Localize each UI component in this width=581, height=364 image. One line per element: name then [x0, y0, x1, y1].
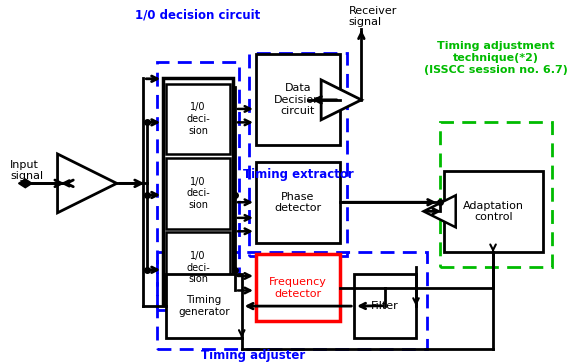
Polygon shape — [58, 154, 117, 213]
Text: Frequency
detector: Frequency detector — [269, 277, 327, 298]
Bar — [354, 274, 416, 338]
Text: Filter: Filter — [371, 301, 399, 311]
Text: Timing
generator: Timing generator — [178, 295, 229, 317]
Text: 1/0 decision circuit: 1/0 decision circuit — [135, 8, 260, 21]
Text: 1/0
deci-
sion: 1/0 deci- sion — [187, 102, 210, 135]
Bar — [256, 162, 340, 243]
Text: Adaptation
control: Adaptation control — [463, 201, 524, 222]
Text: Timing extractor: Timing extractor — [243, 168, 353, 181]
Text: Data
Decision
circuit: Data Decision circuit — [274, 83, 322, 116]
Text: Receiver
signal: Receiver signal — [349, 5, 397, 27]
Bar — [444, 171, 543, 252]
Bar — [256, 55, 340, 145]
Bar — [163, 78, 234, 305]
Text: Phase
detector: Phase detector — [274, 191, 321, 213]
Bar — [157, 62, 239, 310]
Text: 1/0
deci-
sion: 1/0 deci- sion — [187, 177, 210, 210]
Bar — [166, 274, 242, 338]
Text: Timing adjustment
technique(*2)
(ISSCC session no. 6.7): Timing adjustment technique(*2) (ISSCC s… — [424, 41, 568, 75]
Bar — [166, 158, 231, 229]
Bar — [256, 254, 340, 321]
Polygon shape — [424, 195, 456, 227]
Text: Input
signal: Input signal — [10, 160, 43, 182]
Polygon shape — [321, 80, 361, 120]
Bar — [157, 252, 427, 349]
Text: 1/0
deci-
sion: 1/0 deci- sion — [187, 251, 210, 284]
Bar — [440, 122, 552, 267]
Polygon shape — [19, 179, 32, 188]
Bar — [166, 83, 231, 154]
Bar — [166, 232, 231, 303]
Text: Timing adjuster: Timing adjuster — [201, 349, 305, 362]
Bar — [249, 53, 347, 256]
